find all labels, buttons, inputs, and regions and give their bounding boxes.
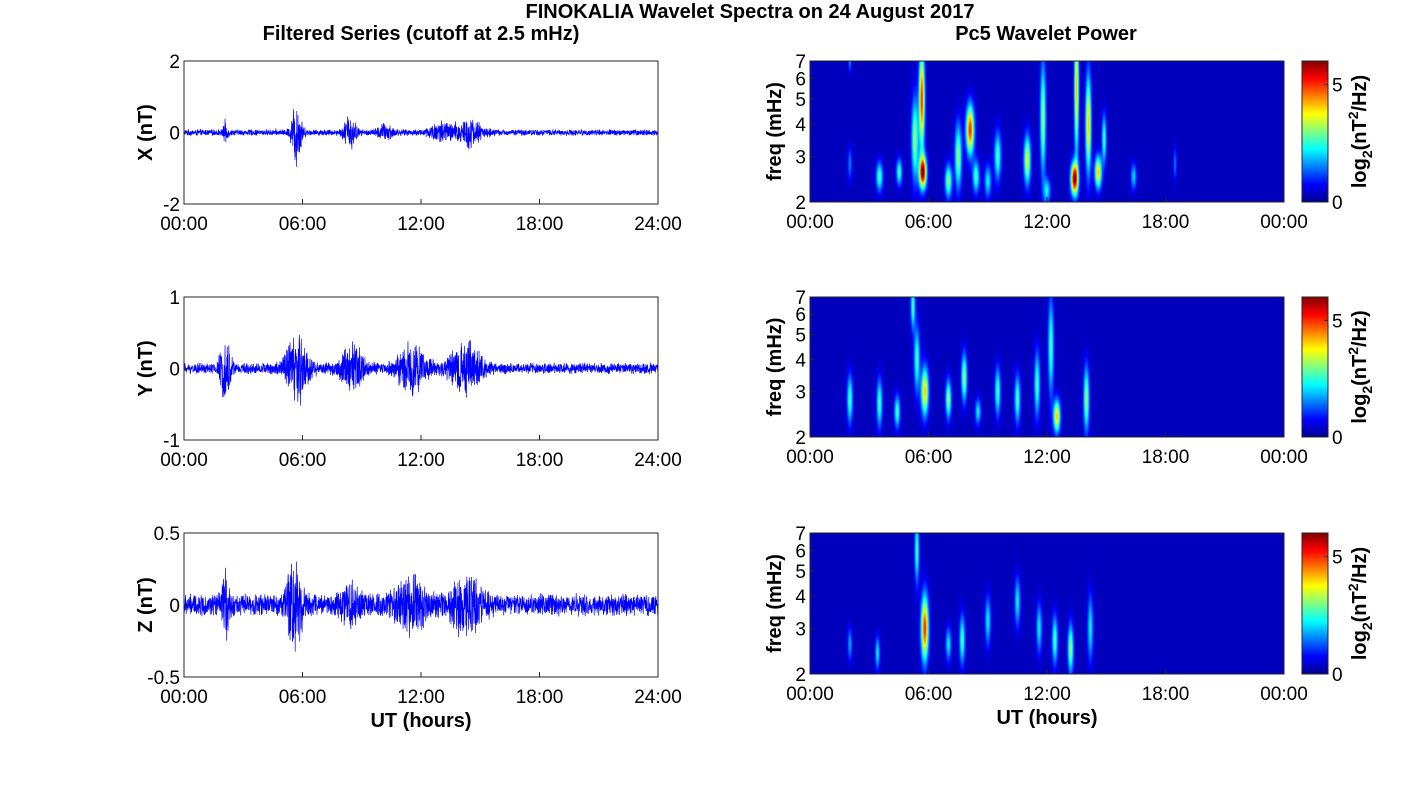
wavelet-power-z-ylabel: freq (mHz) bbox=[764, 554, 786, 653]
wavelet-power-x-heatmap-canvas bbox=[810, 61, 1284, 202]
wavelet-power-z-ytick-label: 5 bbox=[795, 562, 806, 583]
time-series-z-xtick-label: 12:00 bbox=[397, 687, 445, 708]
time-series-z-ytick-label: 0 bbox=[169, 596, 180, 617]
wavelet-power-y-ytick-label: 2 bbox=[795, 428, 806, 449]
wavelet-power-z-xtick-label: 18:00 bbox=[1142, 684, 1190, 705]
wavelet-power-z-ytick-label: 3 bbox=[795, 619, 806, 640]
left-column-title: Filtered Series (cutoff at 2.5 mHz) bbox=[263, 23, 580, 45]
wavelet-power-y-ytick-label: 5 bbox=[795, 326, 806, 347]
wavelet-power-x-colorbar-label: log2(nT2/Hz) bbox=[1345, 75, 1375, 188]
wavelet-power-x-ytick-label: 7 bbox=[795, 52, 806, 73]
wavelet-power-x-ylabel: freq (mHz) bbox=[764, 82, 786, 181]
time-series-z-ytick-label: -0.5 bbox=[147, 668, 180, 689]
wavelet-power-x-xtick-label: 18:00 bbox=[1142, 212, 1190, 233]
wavelet-power-y-colorbar-tick-label: 0 bbox=[1332, 428, 1343, 449]
time-series-y-xtick-label: 18:00 bbox=[516, 450, 564, 471]
wavelet-power-y-ylabel: freq (mHz) bbox=[764, 318, 786, 417]
wavelet-power-x-xtick-label: 06:00 bbox=[905, 212, 953, 233]
time-series-x-ytick-label: -2 bbox=[163, 195, 180, 216]
wavelet-power-y-ytick-label: 4 bbox=[795, 351, 806, 372]
time-series-z-ytick-label: 0.5 bbox=[154, 524, 180, 545]
wavelet-power-z-colorbar-tick-label: 0 bbox=[1332, 665, 1343, 686]
wavelet-power-z-xtick-label: 00:00 bbox=[1260, 684, 1308, 705]
wavelet-power-x-colorbar bbox=[1301, 60, 1329, 203]
wavelet-power-z-xtick-label: 00:00 bbox=[786, 684, 834, 705]
time-series-x-xtick-label: 24:00 bbox=[634, 214, 682, 235]
wavelet-power-y-ytick-label: 7 bbox=[795, 288, 806, 309]
wavelet-power-z-ytick-label: 2 bbox=[795, 665, 806, 686]
wavelet-power-y-xtick-label: 06:00 bbox=[905, 447, 953, 468]
wavelet-power-y-xtick-label: 18:00 bbox=[1142, 447, 1190, 468]
time-series-x-xtick-label: 06:00 bbox=[279, 214, 327, 235]
wavelet-power-y-xtick-label: 00:00 bbox=[1260, 447, 1308, 468]
time-series-x-ytick-label: 2 bbox=[169, 52, 180, 73]
time-series-y-ytick-label: -1 bbox=[163, 431, 180, 452]
time-series-y-xtick-label: 24:00 bbox=[634, 450, 682, 471]
wavelet-power-y-heatmap-canvas bbox=[810, 297, 1284, 437]
time-series-z-xlabel: UT (hours) bbox=[370, 710, 471, 732]
right-column-title: Pc5 Wavelet Power bbox=[955, 23, 1137, 45]
wavelet-power-z-image bbox=[810, 533, 1284, 674]
wavelet-power-z-xtick-label: 06:00 bbox=[905, 684, 953, 705]
wavelet-power-y-xtick-label: 12:00 bbox=[1023, 447, 1071, 468]
wavelet-power-z-colorbar-label: log2(nT2/Hz) bbox=[1345, 547, 1375, 660]
time-series-y-xtick-label: 06:00 bbox=[279, 450, 327, 471]
wavelet-power-z-xtick-label: 12:00 bbox=[1023, 684, 1071, 705]
time-series-z-xtick-label: 18:00 bbox=[516, 687, 564, 708]
wavelet-power-y-colorbar-label: log2(nT2/Hz) bbox=[1345, 310, 1375, 423]
time-series-y-xtick-label: 00:00 bbox=[160, 450, 208, 471]
wavelet-power-x-ytick-label: 5 bbox=[795, 90, 806, 111]
wavelet-power-z-colorbar bbox=[1301, 532, 1329, 675]
wavelet-power-y-ytick-label: 3 bbox=[795, 383, 806, 404]
wavelet-power-z-ytick-label: 7 bbox=[795, 524, 806, 545]
time-series-x-xtick-label: 00:00 bbox=[160, 214, 208, 235]
time-series-y-ylabel: Y (nT) bbox=[135, 340, 157, 396]
time-series-z-trace bbox=[184, 561, 658, 652]
time-series-y-ytick-label: 1 bbox=[169, 288, 180, 309]
wavelet-power-x-ytick-label: 4 bbox=[795, 115, 806, 136]
time-series-z: 00:00 06:00 12:00 18:00 24:00 0.5 0 -0.5 Z (nT) U… bbox=[135, 524, 682, 732]
figure-title: FINOKALIA Wavelet Spectra on 24 August 2… bbox=[526, 1, 975, 23]
wavelet-power-x-ytick-label: 3 bbox=[795, 147, 806, 168]
time-series-y-trace bbox=[184, 334, 658, 406]
wavelet-power-z-ytick-label: 4 bbox=[795, 587, 806, 608]
time-series-x-xtick-label: 12:00 bbox=[397, 214, 445, 235]
wavelet-power-y-colorbar bbox=[1301, 296, 1329, 438]
time-series-x: 00:00 06:00 12:00 18:00 24:00 2 0 -2 X (nT) bbox=[135, 52, 682, 235]
wavelet-power-y-ytick-label: 6 bbox=[795, 305, 806, 326]
time-series-z-xtick-label: 06:00 bbox=[279, 687, 327, 708]
time-series-x-xtick-label: 18:00 bbox=[516, 214, 564, 235]
wavelet-power-z-ytick-label: 6 bbox=[795, 541, 806, 562]
wavelet-power-x-colorbar-tick-label: 0 bbox=[1332, 193, 1343, 214]
time-series-y: 00:00 06:00 12:00 18:00 24:00 1 0 -1 Y (nT) bbox=[135, 288, 682, 471]
time-series-y-xtick-label: 12:00 bbox=[397, 450, 445, 471]
time-series-z-ylabel: Z (nT) bbox=[135, 577, 157, 633]
wavelet-power-x-colorbar-tick-label: 5 bbox=[1332, 76, 1343, 97]
time-series-x-ytick-label: 0 bbox=[169, 124, 180, 145]
time-series-z-xtick-label: 24:00 bbox=[634, 687, 682, 708]
wavelet-power-x-xtick-label: 12:00 bbox=[1023, 212, 1071, 233]
wavelet-power-z-xlabel: UT (hours) bbox=[996, 707, 1097, 729]
time-series-z-xtick-label: 00:00 bbox=[160, 687, 208, 708]
wavelet-power-y-colorbar-tick-label: 5 bbox=[1332, 311, 1343, 332]
wavelet-power-y-image bbox=[810, 297, 1284, 437]
wavelet-power-x-xtick-label: 00:00 bbox=[1260, 212, 1308, 233]
time-series-x-ylabel: X (nT) bbox=[135, 104, 157, 161]
wavelet-power-z-colorbar-tick-label: 5 bbox=[1332, 548, 1343, 569]
time-series-x-trace bbox=[184, 109, 658, 167]
wavelet-power-x-xtick-label: 00:00 bbox=[786, 212, 834, 233]
wavelet-power-x-image bbox=[810, 61, 1284, 202]
wavelet-power-x-ytick-label: 6 bbox=[795, 69, 806, 90]
wavelet-power-x-ytick-label: 2 bbox=[795, 193, 806, 214]
wavelet-power-y-xtick-label: 00:00 bbox=[786, 447, 834, 468]
wavelet-power-z-heatmap-canvas bbox=[810, 533, 1284, 674]
time-series-y-ytick-label: 0 bbox=[169, 360, 180, 381]
